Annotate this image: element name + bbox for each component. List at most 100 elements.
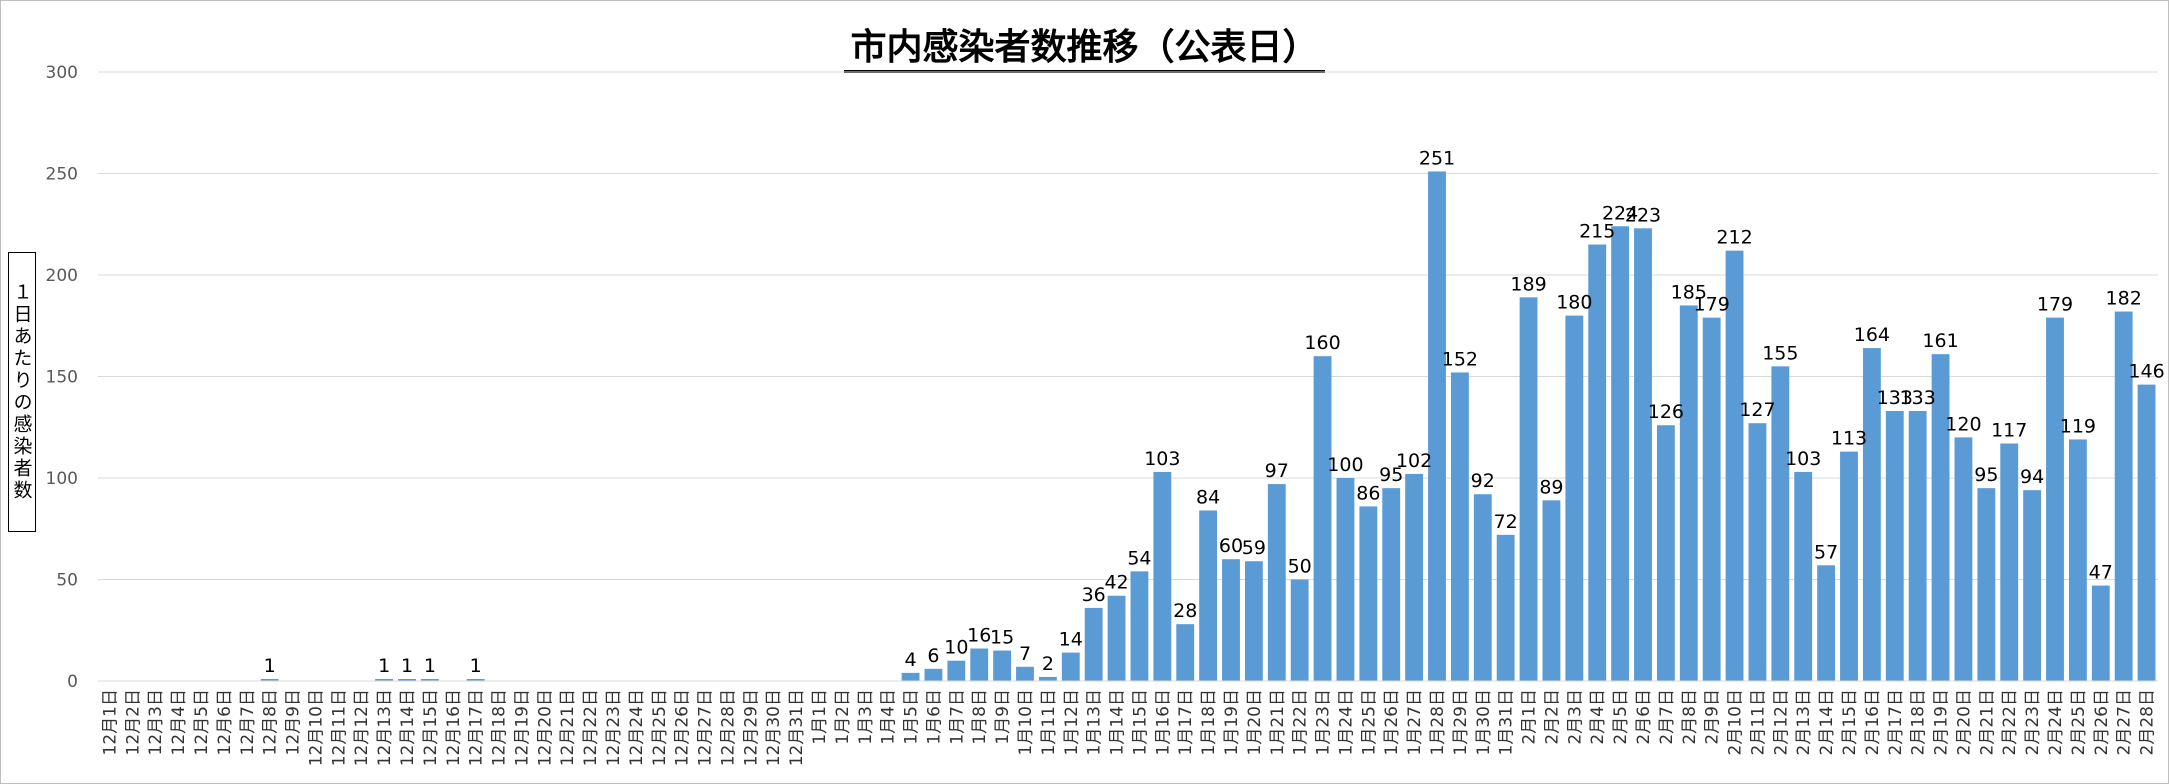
data-label: 1 <box>424 655 436 677</box>
bar <box>1611 226 1630 681</box>
data-label: 189 <box>1510 273 1546 295</box>
x-tick-label: 1月2日 <box>833 689 853 745</box>
bar <box>1725 250 1744 681</box>
x-tick-label: 1月18日 <box>1199 689 1219 755</box>
x-tick-label: 12月11日 <box>329 689 349 766</box>
bar <box>1199 510 1218 681</box>
x-tick-label: 2月2日 <box>1542 689 1562 745</box>
data-label: 133 <box>1877 387 1913 409</box>
x-tick-label: 12月7日 <box>238 689 258 755</box>
x-tick-label: 12月8日 <box>261 689 281 755</box>
x-axis-labels: 12月1日 12月2日 12月3日 12月4日 12月5日 12月6日 12月7日 12月8日… <box>100 689 2157 766</box>
bar <box>1542 500 1561 681</box>
x-tick-label: 12月9日 <box>284 689 304 755</box>
bar <box>1656 425 1675 681</box>
bar <box>1679 305 1698 681</box>
data-label: 14 <box>1059 629 1083 651</box>
x-tick-label: 1月20日 <box>1245 689 1265 755</box>
bar <box>2068 439 2087 681</box>
data-label: 95 <box>1379 464 1403 486</box>
x-tick-label: 2月11日 <box>1748 689 1768 755</box>
x-tick-label: 2月16日 <box>1863 689 1883 755</box>
data-label: 103 <box>1785 448 1821 470</box>
x-tick-label: 1月12日 <box>1062 689 1082 755</box>
bar <box>1908 411 1927 681</box>
data-label: 36 <box>1082 584 1106 606</box>
data-label: 185 <box>1671 281 1707 303</box>
data-label: 155 <box>1762 342 1798 364</box>
bar <box>375 678 394 681</box>
x-tick-label: 12月21日 <box>558 689 578 766</box>
y-tick-label: 200 <box>46 266 78 286</box>
data-label: 119 <box>2060 415 2096 437</box>
x-tick-label: 12月18日 <box>490 689 510 766</box>
data-label: 28 <box>1173 600 1197 622</box>
y-tick-label: 50 <box>56 571 78 591</box>
data-label: 223 <box>1625 204 1661 226</box>
bar <box>924 668 943 681</box>
y-axis-ticks: 0 50 100 150 200 250 300 <box>46 63 78 692</box>
x-tick-label: 2月18日 <box>1909 689 1929 755</box>
bar <box>1794 471 1813 681</box>
x-tick-label: 12月6日 <box>215 689 235 755</box>
bars <box>260 171 2156 682</box>
x-tick-label: 1月15日 <box>1130 689 1150 755</box>
bar <box>1084 607 1103 681</box>
x-tick-label: 1月22日 <box>1291 689 1311 755</box>
x-tick-label: 12月23日 <box>604 689 624 766</box>
x-tick-label: 1月17日 <box>1176 689 1196 755</box>
bar <box>1061 652 1080 681</box>
bar <box>1473 494 1492 681</box>
bar <box>1862 348 1881 681</box>
data-label: 6 <box>927 645 939 667</box>
bar <box>1359 506 1378 681</box>
x-tick-label: 12月30日 <box>764 689 784 766</box>
x-tick-label: 1月28日 <box>1428 689 1448 755</box>
x-tick-label: 2月8日 <box>1680 689 1700 745</box>
bar <box>1038 676 1057 681</box>
data-label: 15 <box>990 627 1014 649</box>
data-label: 182 <box>2106 288 2142 310</box>
bar <box>1634 228 1652 681</box>
x-tick-label: 12月24日 <box>627 689 647 766</box>
y-tick-label: 0 <box>67 672 78 692</box>
data-label: 180 <box>1556 292 1592 314</box>
x-tick-label: 12月26日 <box>673 689 693 766</box>
bar <box>1840 451 1858 681</box>
x-tick-label: 12月4日 <box>169 689 189 755</box>
x-tick-label: 1月5日 <box>902 689 922 745</box>
bar <box>2046 317 2064 681</box>
y-tick-label: 150 <box>46 368 78 388</box>
chart-title-text: 市内感染者数推移（公表日） <box>844 27 1325 73</box>
y-axis-label: １日あたりの感染者数 <box>10 282 33 502</box>
x-tick-label: 12月15日 <box>421 689 441 766</box>
data-label: 1 <box>264 655 276 677</box>
x-tick-label: 2月3日 <box>1565 689 1585 745</box>
x-tick-label: 12月27日 <box>696 689 716 766</box>
bar <box>466 678 485 681</box>
x-tick-label: 12月29日 <box>741 689 761 766</box>
bar <box>1336 478 1355 681</box>
x-tick-label: 2月4日 <box>1588 689 1608 745</box>
data-label: 113 <box>1831 428 1867 450</box>
data-label: 92 <box>1471 470 1495 492</box>
x-tick-label: 12月17日 <box>467 689 487 766</box>
x-tick-label: 2月9日 <box>1703 689 1723 745</box>
bar <box>1428 171 1446 681</box>
x-tick-label: 1月27日 <box>1405 689 1425 755</box>
x-tick-label: 1月14日 <box>1108 689 1128 755</box>
x-tick-label: 12月14日 <box>398 689 418 766</box>
data-label: 215 <box>1579 221 1615 243</box>
data-label: 126 <box>1648 401 1684 423</box>
data-label: 59 <box>1242 537 1266 559</box>
x-tick-label: 12月28日 <box>718 689 738 766</box>
x-tick-label: 2月5日 <box>1611 689 1631 745</box>
x-tick-label: 12月13日 <box>375 689 395 766</box>
x-tick-label: 1月19日 <box>1222 689 1242 755</box>
x-tick-label: 2月13日 <box>1794 689 1814 755</box>
x-tick-label: 12月1日 <box>100 689 120 755</box>
data-label: 164 <box>1854 324 1890 346</box>
data-label: 212 <box>1716 227 1752 249</box>
x-tick-label: 2月19日 <box>1932 689 1952 755</box>
bar <box>1450 372 1469 681</box>
